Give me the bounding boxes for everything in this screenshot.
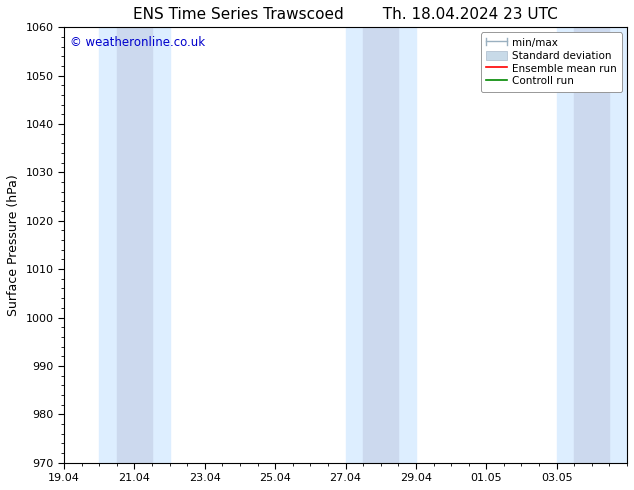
- Legend: min/max, Standard deviation, Ensemble mean run, Controll run: min/max, Standard deviation, Ensemble me…: [481, 32, 622, 92]
- Bar: [363, 27, 398, 463]
- Title: ENS Time Series Trawscoed        Th. 18.04.2024 23 UTC: ENS Time Series Trawscoed Th. 18.04.2024…: [133, 7, 558, 22]
- Bar: [557, 27, 627, 463]
- Bar: [100, 27, 170, 463]
- Y-axis label: Surface Pressure (hPa): Surface Pressure (hPa): [7, 174, 20, 316]
- Bar: [574, 27, 609, 463]
- Bar: [346, 27, 416, 463]
- Text: © weatheronline.co.uk: © weatheronline.co.uk: [70, 36, 205, 49]
- Bar: [117, 27, 152, 463]
